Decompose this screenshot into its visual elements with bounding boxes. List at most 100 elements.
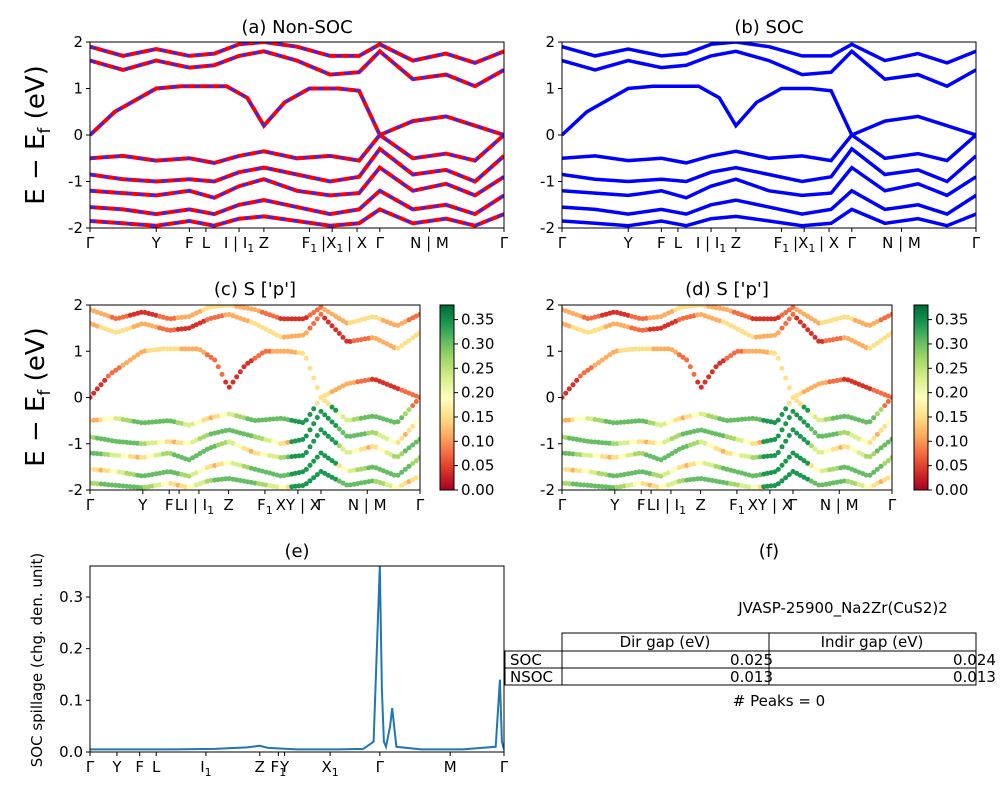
weight-point xyxy=(874,481,880,486)
weight-point xyxy=(91,417,97,423)
weight-point xyxy=(219,305,225,309)
weight-point xyxy=(402,411,408,417)
weight-point xyxy=(636,469,642,475)
weight-point xyxy=(160,451,166,457)
weight-point xyxy=(91,467,97,472)
weight-point xyxy=(867,322,873,328)
weight-point xyxy=(241,305,247,311)
x-tick-label: Γ xyxy=(376,758,385,776)
weight-point xyxy=(164,418,170,424)
weight-point xyxy=(889,395,892,400)
weight-point xyxy=(775,433,781,439)
weight-point xyxy=(878,338,884,343)
weight-point xyxy=(153,347,159,353)
weight-point xyxy=(724,418,730,424)
weight-point xyxy=(614,484,620,490)
weight-point xyxy=(698,384,704,390)
weight-point xyxy=(303,466,309,472)
weight-point xyxy=(131,418,137,424)
weight-point xyxy=(863,453,869,459)
nonsoc-band-dash-0 xyxy=(90,84,504,137)
weight-point xyxy=(395,440,401,445)
weight-point xyxy=(351,467,357,473)
weight-point xyxy=(160,470,166,475)
x-tick-label: I | I1 xyxy=(656,496,686,517)
weight-point xyxy=(563,390,569,396)
weight-point xyxy=(588,365,594,371)
weight-point xyxy=(135,440,141,446)
weight-point xyxy=(885,313,891,319)
weight-point xyxy=(834,336,840,342)
weight-point xyxy=(863,440,869,445)
cbar-tick-label: 0.10 xyxy=(935,432,968,450)
weight-point xyxy=(742,453,748,459)
weight-point xyxy=(149,472,155,477)
weight-point xyxy=(362,465,368,471)
weight-point xyxy=(164,315,170,321)
weight-point xyxy=(797,455,803,461)
x-tick-label: Z xyxy=(695,496,705,514)
y-tick-label: 2 xyxy=(73,296,83,314)
y-tick-label: 0.3 xyxy=(59,588,83,606)
weight-point xyxy=(863,472,869,478)
weight-point xyxy=(801,323,807,329)
weight-point xyxy=(296,483,302,489)
weight-point xyxy=(179,346,185,352)
y-tick-label: 0 xyxy=(73,126,83,144)
weight-point xyxy=(874,319,880,325)
nonsoc-band-3 xyxy=(90,132,504,165)
cbar-tick-label: 0.15 xyxy=(461,408,494,426)
weight-point xyxy=(146,440,152,446)
weight-point xyxy=(731,324,737,330)
x-tick-label: F1 xyxy=(302,234,318,255)
table-row-nsoc-indir: 0.013 xyxy=(953,668,996,686)
weight-point xyxy=(285,316,291,322)
weight-point xyxy=(395,322,401,328)
weight-point xyxy=(201,349,207,355)
weight-point xyxy=(417,415,420,421)
soc-band-7 xyxy=(562,207,976,228)
weight-point xyxy=(274,348,280,354)
weight-point xyxy=(322,430,328,436)
weight-point xyxy=(643,315,649,321)
weight-point xyxy=(270,416,276,422)
weight-point xyxy=(285,472,291,478)
x-tick-label: L xyxy=(175,496,184,514)
weight-point xyxy=(417,455,420,461)
weight-point xyxy=(314,385,320,391)
weight-point xyxy=(717,360,723,366)
weight-point xyxy=(706,374,712,380)
weight-point xyxy=(325,309,331,315)
weight-point xyxy=(241,364,247,370)
weight-point xyxy=(823,467,829,473)
weight-point xyxy=(410,461,416,466)
weight-point xyxy=(208,354,214,360)
weight-point xyxy=(234,374,240,380)
weight-point xyxy=(852,448,858,454)
weight-point xyxy=(885,399,891,404)
weight-point xyxy=(153,440,159,446)
weight-point xyxy=(406,427,412,433)
weight-point xyxy=(684,357,690,363)
weight-point xyxy=(768,316,774,322)
weight-point xyxy=(373,430,379,436)
weight-point xyxy=(625,482,631,488)
weight-point xyxy=(322,412,328,418)
weight-point xyxy=(636,450,642,456)
weight-point xyxy=(164,469,170,475)
weight-point xyxy=(794,412,800,418)
table-title: JVASP-25900_Na2Zr(CuS2)2 xyxy=(737,599,948,618)
table-row-soc-dir: 0.025 xyxy=(730,651,773,669)
weight-point xyxy=(410,403,416,409)
weight-point xyxy=(344,417,350,423)
weight-point xyxy=(248,358,254,364)
weight-point xyxy=(281,316,287,322)
x-tick-label: Γ xyxy=(848,234,857,252)
weight-point xyxy=(574,451,580,457)
x-tick-label: L xyxy=(202,234,211,252)
weight-point xyxy=(391,472,397,478)
weight-point xyxy=(410,442,416,448)
weight-point xyxy=(142,441,148,447)
weight-point xyxy=(322,315,328,321)
weight-point xyxy=(570,467,576,473)
